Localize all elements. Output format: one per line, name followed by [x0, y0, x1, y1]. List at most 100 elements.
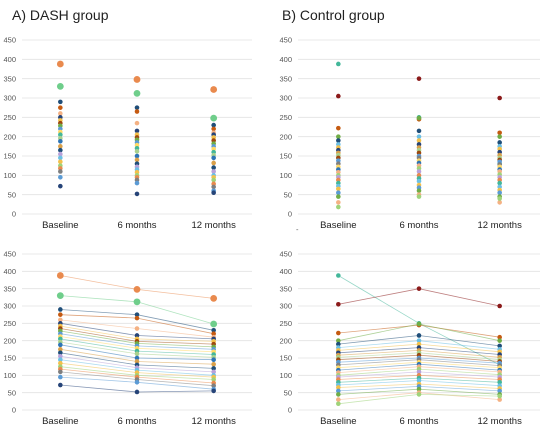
point-b-line-s24-c0	[336, 397, 341, 402]
point-b-line-s6-c1	[416, 341, 422, 347]
point-a-line-s0-c0	[56, 272, 64, 279]
point-a-line-s3-c1	[134, 315, 140, 321]
point-a-line-s1-c1	[133, 298, 141, 306]
point-a-line-s23-c2	[211, 388, 216, 394]
point-a-scatter-s14-c2	[211, 160, 216, 166]
point-b-line-s25-c0	[336, 401, 341, 407]
point-a-line-s14-c0	[58, 347, 63, 352]
xcat-a-scatter-1: 6 months	[117, 220, 156, 231]
point-a-scatter-s13-c0	[58, 139, 63, 144]
point-b-scatter-s1-c2	[497, 95, 502, 101]
xcat-a-scatter-0: Baseline	[42, 220, 78, 231]
ytick-a-line-350: 350	[3, 284, 16, 293]
ytick-b-scatter-0: 0	[288, 210, 292, 219]
point-b-scatter-s24-c2	[497, 200, 502, 205]
ytick-a-line-200: 200	[3, 336, 16, 345]
point-b-line-s24-c2	[497, 397, 502, 402]
point-a-line-s23-c1	[134, 389, 140, 395]
ytick-a-line-100: 100	[3, 371, 16, 380]
point-b-line-s23-c1	[416, 386, 422, 392]
point-b-scatter-s23-c0	[336, 194, 341, 199]
point-b-scatter-s5-c1	[416, 134, 422, 139]
ytick-b-line-150: 150	[279, 354, 292, 363]
point-a-scatter-s22-c0	[58, 174, 63, 180]
point-a-scatter-s12-c1	[134, 149, 140, 154]
point-a-line-s14-c2	[211, 361, 216, 367]
point-a-line-s2-c1	[134, 312, 140, 317]
point-b-line-s5-c1	[416, 338, 422, 343]
point-b-scatter-s3-c0	[336, 134, 341, 139]
point-b-line-s2-c0	[336, 330, 341, 336]
point-b-scatter-s22-c0	[336, 190, 341, 196]
point-a-line-s2-c2	[211, 327, 216, 333]
point-a-line-s14-c1	[134, 359, 140, 364]
point-a-scatter-s15-c0	[58, 147, 63, 153]
point-a-scatter-s16-c0	[58, 151, 63, 157]
xcat-b-line-2: 12 months	[477, 416, 522, 427]
point-b-line-s23-c0	[336, 392, 341, 397]
point-b-scatter-s3-c2	[497, 134, 502, 139]
ytick-a-line-300: 300	[3, 302, 16, 311]
point-b-line-s17-c1	[416, 369, 422, 375]
point-b-line-s22-c0	[336, 388, 341, 394]
point-a-line-s3-c0	[58, 312, 63, 317]
point-a-scatter-s3-c1	[134, 109, 140, 114]
ytick-b-line-300: 300	[279, 302, 292, 311]
plots-group: 0 50 100 150 200 250 300 350 400 450 Baseline 6 mon…	[3, 36, 540, 427]
xcat-b-scatter-0: Baseline	[320, 220, 356, 231]
point-a-line-s16-c2	[211, 369, 216, 375]
ytick-a-scatter-400: 400	[3, 55, 16, 64]
point-a-line-s18-c0	[58, 360, 63, 366]
ytick-b-scatter-150: 150	[279, 152, 292, 161]
point-a-scatter-s23-c1	[134, 191, 140, 197]
point-b-line-s20-c1	[416, 378, 422, 383]
ytick-a-scatter-150: 150	[3, 152, 16, 161]
point-a-scatter-s3-c0	[58, 105, 63, 110]
point-a-scatter-s21-c2	[211, 184, 216, 190]
point-b-line-s0-c0	[336, 273, 341, 278]
ytick-a-scatter-250: 250	[3, 113, 16, 122]
point-b-line-s3-c1	[416, 321, 422, 327]
xcat-a-line-0: Baseline	[42, 416, 78, 427]
xcat-b-line-1: 6 months	[399, 416, 438, 427]
point-a-scatter-s23-c0	[58, 183, 63, 189]
point-a-line-s12-c1	[134, 351, 140, 357]
point-b-scatter-s0-c0	[336, 61, 341, 67]
point-a-line-s5-c1	[134, 333, 140, 338]
point-a-scatter-s4-c1	[134, 120, 140, 126]
xcat-a-line-2: 12 months	[191, 416, 236, 427]
point-a-scatter-s2-c1	[134, 105, 140, 110]
point-a-scatter-s2-c0	[58, 99, 63, 105]
point-a-scatter-s2-c2	[211, 122, 216, 128]
ytick-b-scatter-50: 50	[284, 190, 292, 199]
ytick-a-line-450: 450	[3, 250, 16, 259]
point-a-scatter-s0-c0	[56, 60, 64, 68]
ytick-b-line-400: 400	[279, 267, 292, 276]
xcat-a-line-1: 6 months	[117, 416, 156, 427]
point-b-scatter-s22-c2	[497, 190, 502, 196]
ytick-a-scatter-350: 350	[3, 74, 16, 83]
point-a-line-s0-c2	[210, 294, 218, 302]
point-a-scatter-s0-c2	[210, 86, 218, 93]
point-b-line-s1-c2	[497, 303, 502, 309]
point-b-line-s4-c0	[336, 341, 341, 347]
ytick-b-scatter-350: 350	[279, 74, 292, 83]
point-b-scatter-s6-c1	[416, 138, 422, 143]
point-a-scatter-s14-c0	[58, 144, 63, 149]
ytick-b-line-100: 100	[279, 371, 292, 380]
point-b-scatter-s20-c1	[416, 178, 422, 184]
point-b-scatter-s4-c1	[416, 128, 422, 134]
point-a-line-s2-c0	[58, 307, 63, 312]
ytick-b-line-250: 250	[279, 319, 292, 328]
xcat-b-line-0: Baseline	[320, 416, 356, 427]
point-b-line-s4-c2	[497, 343, 502, 349]
xcat-b-scatter-2: 12 months	[477, 220, 522, 231]
xcat-b-scatter-1: 6 months	[399, 220, 438, 231]
point-b-scatter-s19-c2	[497, 180, 502, 186]
point-a-line-s22-c0	[58, 374, 63, 380]
point-b-scatter-s25-c0	[336, 204, 341, 210]
ytick-a-scatter-300: 300	[3, 94, 16, 103]
point-b-scatter-s25-c2	[497, 196, 502, 201]
